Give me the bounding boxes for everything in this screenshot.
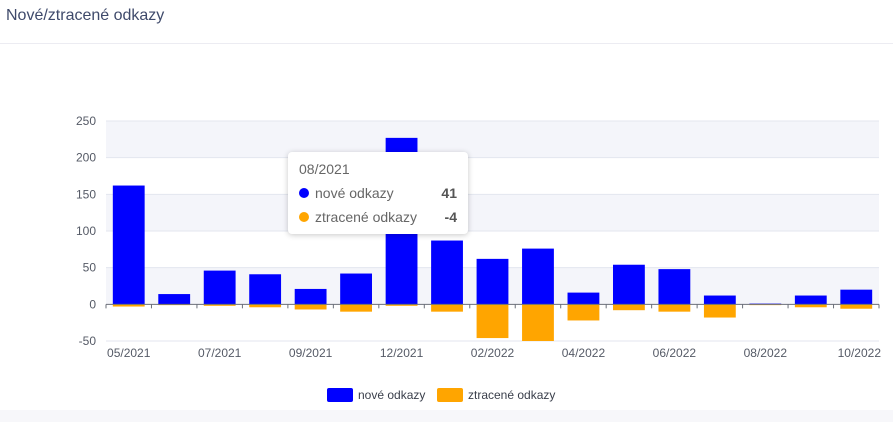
tooltip-dot-lost — [299, 212, 309, 222]
bar-lost[interactable] — [203, 304, 236, 306]
bar-lost[interactable] — [703, 304, 736, 318]
tooltip-title: 08/2021 — [299, 161, 350, 177]
tooltip-value-new: 41 — [441, 185, 457, 201]
y-tick-label: 50 — [83, 261, 97, 275]
y-tick-label: -50 — [79, 334, 97, 348]
x-tick-label: 10/2022 — [838, 346, 882, 360]
y-tick-label: 250 — [76, 114, 96, 128]
bar-lost[interactable] — [567, 304, 600, 321]
x-axis-ticks: 05/2021 07/2021 09/2021 12/2021 02/2022 04/20… — [107, 346, 881, 360]
tooltip-value-lost: -4 — [444, 209, 457, 225]
tooltip-row-new: nové odkazy 41 — [299, 183, 457, 203]
bar-new[interactable] — [567, 292, 600, 305]
title-divider — [0, 43, 893, 44]
legend-label-new[interactable]: nové odkazy — [358, 388, 425, 402]
bar-new[interactable] — [794, 295, 827, 305]
bar-new[interactable] — [612, 264, 645, 305]
x-tick-label: 05/2021 — [107, 346, 151, 360]
bar-new[interactable] — [703, 295, 736, 305]
bars — [112, 137, 873, 341]
bar-new[interactable] — [112, 185, 145, 305]
card-title: Nové/ztracené odkazy — [6, 7, 165, 24]
bar-lost[interactable] — [658, 304, 691, 312]
tooltip-dot-new — [299, 188, 309, 198]
bar-lost[interactable] — [385, 304, 418, 306]
bar-lost[interactable] — [112, 304, 145, 307]
bar-lost[interactable] — [249, 304, 282, 308]
legend-label-lost[interactable]: ztracené odkazy — [468, 388, 555, 402]
legend-swatch-new[interactable] — [327, 388, 353, 402]
bar-new[interactable] — [249, 274, 282, 305]
grid-lines — [106, 120, 879, 342]
legend: nové odkazy ztracené odkazy — [327, 388, 555, 402]
chart-tooltip: 08/2021 nové odkazy 41 ztracené odkazy -… — [288, 152, 468, 234]
bar-lost[interactable] — [840, 304, 873, 309]
y-tick-label: 200 — [76, 151, 96, 165]
bar-lost[interactable] — [794, 304, 827, 308]
bar-new[interactable] — [840, 289, 873, 305]
bar-new[interactable] — [203, 270, 236, 305]
x-axis — [105, 303, 880, 309]
grid-band — [106, 194, 879, 231]
x-tick-label: 12/2021 — [380, 346, 424, 360]
x-tick-label: 07/2021 — [198, 346, 242, 360]
x-tick-label: 06/2022 — [653, 346, 697, 360]
bar-lost[interactable] — [340, 304, 373, 312]
y-tick-label: 150 — [76, 187, 96, 201]
bar-lost[interactable] — [612, 304, 645, 311]
bar-new[interactable] — [522, 248, 554, 305]
tooltip-label-new: nové odkazy — [315, 185, 394, 201]
x-tick-label: 04/2022 — [562, 346, 606, 360]
x-tick-label: 02/2022 — [471, 346, 515, 360]
y-axis-ticks: 250 200 150 100 50 0 -50 — [76, 114, 96, 348]
grid-band — [106, 121, 879, 158]
bar-new[interactable] — [476, 258, 509, 305]
legend-swatch-lost[interactable] — [437, 388, 463, 402]
x-tick-label: 09/2021 — [289, 346, 333, 360]
bar-lost[interactable] — [522, 304, 554, 341]
x-tick-label: 08/2022 — [744, 346, 788, 360]
bar-lost[interactable] — [431, 304, 463, 312]
bar-lost[interactable] — [294, 304, 327, 310]
bar-new[interactable] — [658, 269, 691, 305]
bar-new[interactable] — [294, 288, 327, 305]
tooltip-label-lost: ztracené odkazy — [315, 209, 417, 225]
y-tick-label: 100 — [76, 224, 96, 238]
tooltip-row-lost: ztracené odkazy -4 — [299, 207, 457, 227]
bottom-strip — [0, 410, 893, 422]
bar-lost[interactable] — [476, 304, 509, 339]
y-tick-label: 0 — [89, 297, 96, 311]
bar-new[interactable] — [431, 240, 463, 305]
bar-new[interactable] — [340, 273, 373, 305]
bar-new[interactable] — [158, 294, 191, 305]
